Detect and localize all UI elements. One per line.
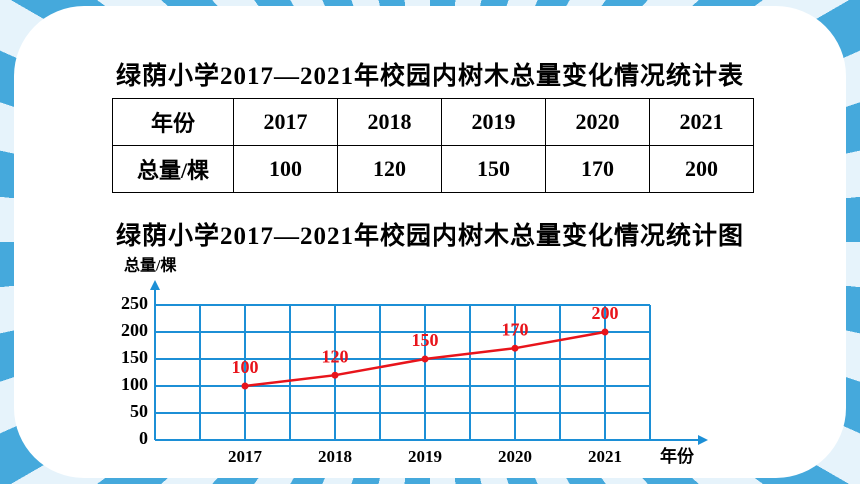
card [14,6,846,478]
header-cell: 2021 [649,98,754,146]
table-cell: 170 [545,145,650,193]
y-axis-label: 总量/棵 [124,256,176,275]
data-point [421,355,429,363]
value-label: 100 [232,357,259,377]
x-tick-label: 2020 [498,447,532,466]
table-cell: 100 [233,145,338,193]
y-tick-label: 0 [139,428,148,448]
header-cell: 年份 [112,98,234,146]
value-label: 150 [412,330,439,350]
table-cell: 150 [441,145,546,193]
value-label: 200 [592,303,619,323]
x-tick-label: 2018 [318,447,352,466]
y-tick-label: 100 [121,374,148,394]
table-row: 总量/棵 100 120 150 170 200 [112,145,754,193]
chart-title: 绿荫小学2017—2021年校园内树木总量变化情况统计图 [115,223,744,250]
data-point [241,382,249,390]
y-axis-arrow [150,280,160,290]
value-label: 120 [322,346,349,366]
table-cell: 200 [649,145,754,193]
table-title: 绿荫小学2017—2021年校园内树木总量变化情况统计表 [115,63,744,90]
data-point [601,328,609,336]
y-tick-label: 150 [121,347,148,367]
table-header: 年份 2017 2018 2019 2020 2021 [112,98,754,146]
x-tick-label: 2019 [408,447,442,466]
data-point [511,344,519,352]
x-axis-label: 年份 [660,446,695,466]
x-tick-label: 2021 [588,447,622,466]
y-tick-label: 250 [121,293,148,313]
y-tick-label: 200 [121,320,148,340]
data-point [331,371,339,379]
table-cell: 120 [337,145,442,193]
data-table: 年份 2017 2018 2019 2020 2021 总量/棵 100 120… [112,98,754,193]
y-tick-label: 50 [130,401,148,421]
value-label: 170 [502,319,529,339]
x-tick-label: 2017 [228,447,263,466]
header-cell: 2018 [337,98,442,146]
x-axis-arrow [698,435,708,445]
header-cell: 2020 [545,98,650,146]
